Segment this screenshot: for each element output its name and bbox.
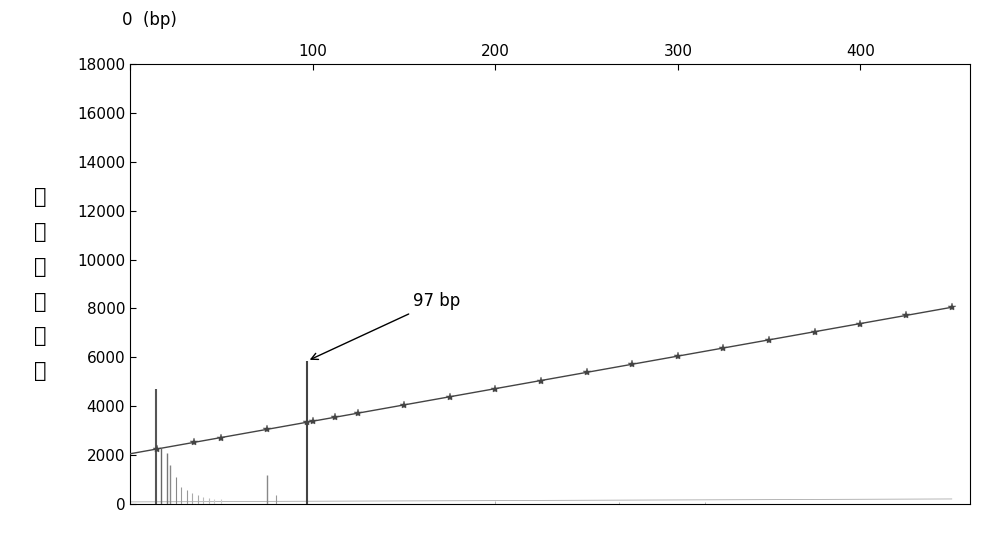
Text: 荧: 荧 <box>34 187 46 207</box>
Text: 度: 度 <box>34 361 46 381</box>
Text: 0  (bp): 0 (bp) <box>122 11 176 29</box>
Text: 97 bp: 97 bp <box>311 292 460 360</box>
Text: 强: 强 <box>34 326 46 346</box>
Text: 号: 号 <box>34 292 46 311</box>
Text: 光: 光 <box>34 222 46 242</box>
Text: 信: 信 <box>34 257 46 277</box>
